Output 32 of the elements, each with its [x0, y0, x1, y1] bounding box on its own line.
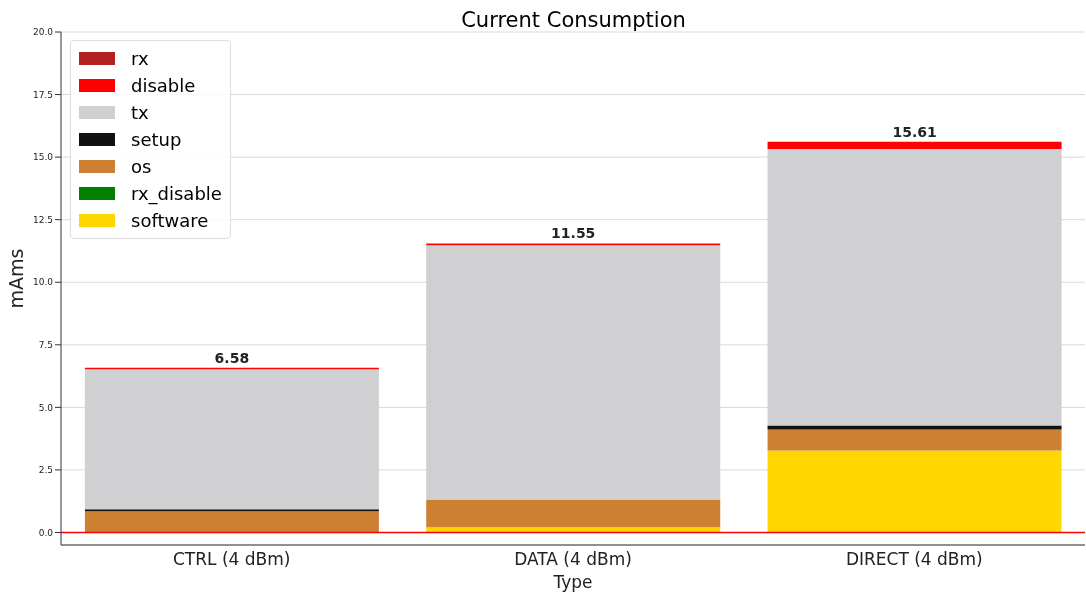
- bar: [767, 141, 1062, 150]
- bar: [767, 429, 1062, 451]
- y-tick-label: 12.5: [32, 214, 53, 225]
- legend-label: tx: [131, 102, 149, 123]
- bar: [767, 425, 1062, 430]
- y-tick-label: 17.5: [32, 89, 53, 100]
- bar: [84, 511, 379, 533]
- x-tick-label: DIRECT (4 dBm): [845, 549, 983, 570]
- chart-title: Current Consumption: [460, 8, 687, 32]
- x-tick-label: DATA (4 dBm): [514, 549, 632, 570]
- legend-label: software: [131, 210, 209, 231]
- y-tick-label: 10.0: [32, 277, 54, 288]
- y-tick-label: 7.5: [38, 340, 53, 350]
- legend-label: setup: [131, 129, 182, 150]
- y-tick-label: 0.0: [38, 527, 54, 538]
- total-label: 15.61: [892, 123, 937, 140]
- bar: [84, 509, 379, 512]
- legend-label: rx_disable: [131, 183, 222, 204]
- x-axis-title: Type: [552, 572, 593, 592]
- y-tick-label: 5.0: [38, 402, 54, 413]
- legend-label: rx: [131, 48, 149, 69]
- bar: [767, 450, 1062, 533]
- total-label: 11.55: [551, 225, 596, 242]
- y-tick-label: 2.5: [38, 465, 53, 476]
- total-label: 6.58: [214, 349, 250, 366]
- legend-label: disable: [131, 75, 196, 96]
- y-tick-label: 20.0: [32, 27, 54, 38]
- bar: [426, 499, 721, 528]
- y-tick-label: 15.0: [32, 152, 54, 163]
- y-axis-title: mAms: [4, 248, 27, 309]
- x-tick-label: CTRL (4 dBm): [172, 549, 291, 570]
- legend-label: os: [131, 156, 152, 177]
